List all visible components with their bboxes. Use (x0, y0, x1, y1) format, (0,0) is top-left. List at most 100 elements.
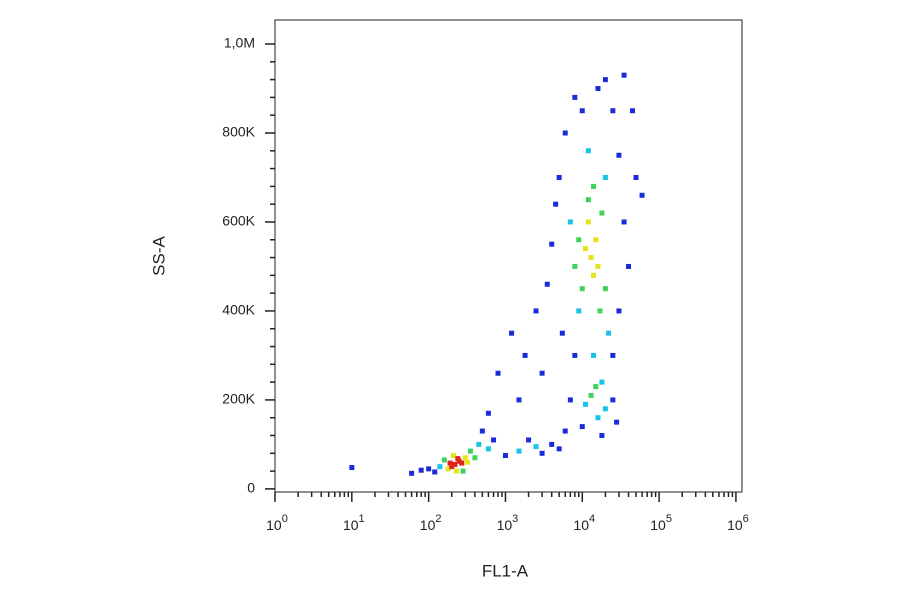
point (599, 433, 605, 439)
point (472, 455, 478, 461)
x-tick-base: 10 (266, 517, 282, 533)
point (495, 370, 501, 376)
point (441, 457, 447, 463)
point (533, 308, 539, 314)
point (599, 210, 605, 216)
point (639, 192, 645, 198)
point (602, 174, 608, 180)
point (516, 397, 522, 403)
point (502, 453, 508, 459)
x-tick-exponent: 1 (359, 513, 365, 525)
point (556, 174, 562, 180)
point (485, 410, 491, 416)
y-tick-label: 600K (222, 213, 255, 229)
point (409, 470, 415, 476)
point (485, 446, 491, 452)
point (449, 464, 455, 470)
point (476, 441, 482, 447)
point (553, 201, 559, 207)
point (567, 219, 573, 225)
x-tick-label: 103 (497, 513, 519, 533)
point (593, 237, 599, 243)
point (621, 72, 627, 78)
point (602, 286, 608, 292)
point (533, 444, 539, 450)
y-tick-label: 800K (222, 124, 255, 140)
point (599, 379, 605, 385)
point (509, 330, 515, 336)
x-tick-base: 10 (727, 517, 743, 533)
point (522, 352, 528, 358)
point (572, 263, 578, 269)
point (595, 86, 601, 92)
x-tick-base: 10 (420, 517, 436, 533)
point (597, 308, 603, 314)
y-tick-label: 400K (222, 302, 255, 318)
point (516, 448, 522, 454)
y-tick-label: 0 (247, 480, 255, 496)
point (432, 469, 438, 475)
point (602, 77, 608, 83)
point (452, 461, 458, 467)
point (455, 456, 461, 462)
plot-frame (274, 19, 743, 493)
point (588, 392, 594, 398)
x-tick-exponent: 3 (512, 513, 518, 525)
point (602, 406, 608, 412)
point (629, 108, 635, 114)
point (437, 464, 443, 470)
point (585, 148, 591, 154)
x-tick-exponent: 6 (743, 513, 749, 525)
y-tick-label: 200K (222, 391, 255, 407)
point (464, 459, 470, 465)
point (453, 468, 459, 474)
point (585, 219, 591, 225)
point (610, 108, 616, 114)
point (456, 458, 462, 464)
x-tick-label: 106 (727, 513, 749, 533)
point (544, 281, 550, 287)
point (539, 450, 545, 456)
point (621, 219, 627, 225)
x-tick-exponent: 5 (666, 513, 672, 525)
point (349, 465, 355, 471)
point (459, 460, 465, 466)
point (445, 466, 451, 472)
point (588, 255, 594, 261)
x-tick-label: 101 (343, 513, 365, 533)
point (591, 272, 597, 278)
x-tick-base: 10 (343, 517, 359, 533)
point (582, 401, 588, 407)
point (616, 152, 622, 158)
point (491, 437, 497, 443)
x-tick-exponent: 4 (589, 513, 595, 525)
point (562, 428, 568, 434)
point (572, 352, 578, 358)
point (450, 453, 456, 459)
x-tick-label: 104 (573, 513, 595, 533)
y-tick-label: 1,0M (224, 35, 255, 51)
point (606, 330, 612, 336)
point (572, 94, 578, 100)
point (559, 330, 565, 336)
point (582, 246, 588, 252)
point (567, 397, 573, 403)
point (593, 384, 599, 390)
point (595, 415, 601, 421)
x-tick-base: 10 (573, 517, 589, 533)
point (576, 308, 582, 314)
x-axis-label: FL1-A (482, 561, 529, 580)
point (562, 130, 568, 136)
point (591, 352, 597, 358)
point (579, 286, 585, 292)
x-tick-exponent: 0 (282, 513, 288, 525)
point (549, 241, 555, 247)
point (479, 428, 485, 434)
point (579, 424, 585, 430)
point (591, 183, 597, 189)
x-tick-exponent: 2 (435, 513, 441, 525)
point (460, 468, 466, 474)
point (595, 263, 601, 269)
point (462, 455, 468, 461)
